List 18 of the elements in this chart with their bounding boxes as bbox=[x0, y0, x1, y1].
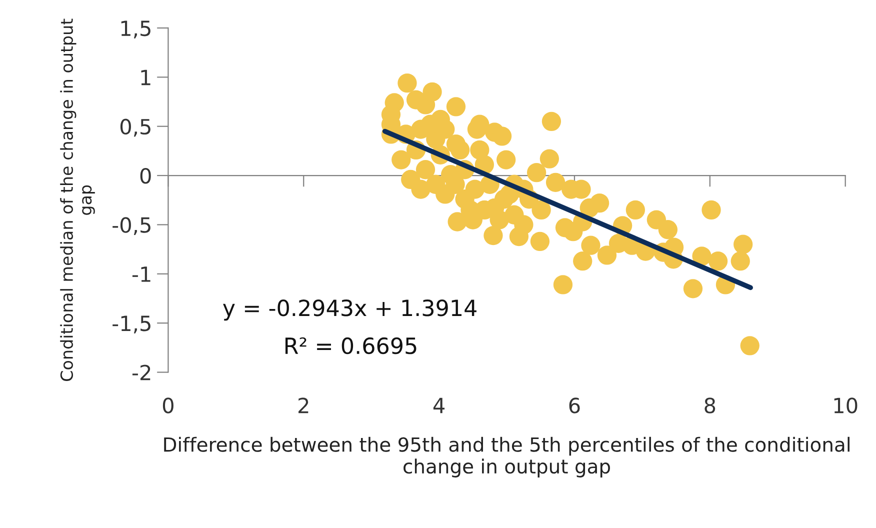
y-tick-label: -1,5 bbox=[112, 316, 150, 334]
y-tick-label: 1 bbox=[141, 70, 150, 86]
x-axis-title: Difference between the 95th and the 5th percentiles of the conditional change in output gap bbox=[164, 436, 850, 478]
x-tick-label: 4 bbox=[433, 398, 445, 414]
y-tick-label: 0,5 bbox=[120, 118, 150, 137]
y-tick-label: -2 bbox=[132, 364, 150, 380]
x-tick-label: 8 bbox=[704, 398, 716, 414]
y-tick-label: 0 bbox=[140, 168, 151, 184]
x-tick-label: 6 bbox=[569, 398, 580, 414]
y-axis-title: Conditional median of the change in output gap bbox=[60, 18, 95, 381]
x-tick-label: 2 bbox=[298, 398, 308, 414]
y-tick-label: -0,5 bbox=[112, 217, 150, 236]
x-tick-label: 10 bbox=[834, 398, 858, 414]
y-tick-label: 1,5 bbox=[121, 20, 150, 38]
annotation: y = -0.2943x + 1.3914 bbox=[223, 299, 476, 321]
x-tick-label: 0 bbox=[162, 398, 174, 414]
y-tick-label: -1 bbox=[132, 266, 150, 282]
annotation: R² = 0.6695 bbox=[285, 337, 416, 354]
